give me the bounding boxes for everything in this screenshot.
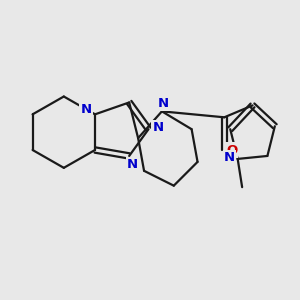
Text: N: N bbox=[152, 121, 164, 134]
Text: N: N bbox=[158, 97, 169, 110]
Text: N: N bbox=[224, 151, 235, 164]
Text: N: N bbox=[127, 158, 138, 171]
Text: N: N bbox=[80, 103, 92, 116]
Text: O: O bbox=[226, 143, 237, 157]
